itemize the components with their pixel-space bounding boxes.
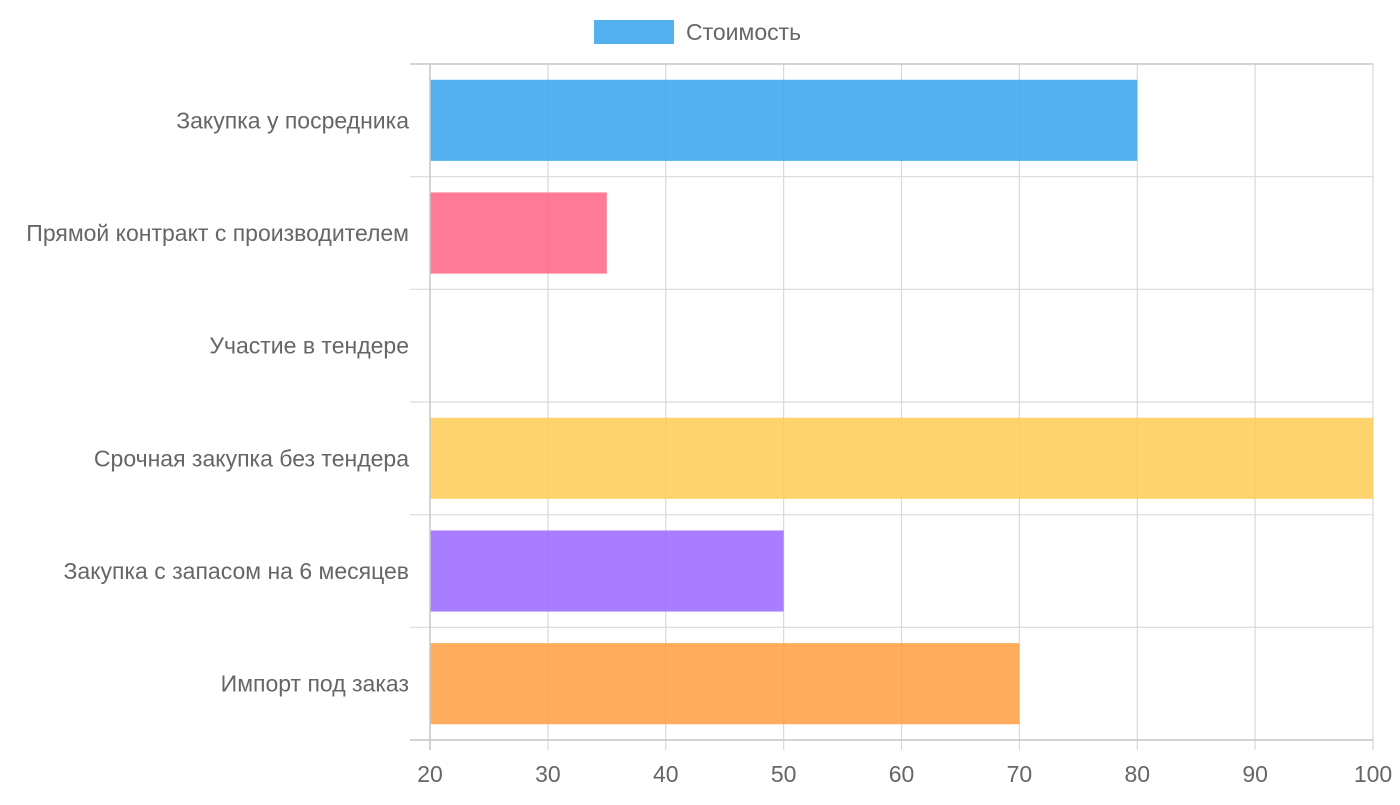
x-tick-label: 20 [417, 761, 443, 787]
category-label: Участие в тендере [209, 333, 409, 359]
bar[interactable] [430, 79, 1138, 161]
bar[interactable] [430, 530, 784, 612]
category-label: Импорт под заказ [221, 671, 409, 697]
x-tick-label: 90 [1242, 761, 1268, 787]
legend: Стоимость [594, 19, 801, 45]
x-tick-label: 50 [771, 761, 797, 787]
grid [410, 63, 1374, 750]
category-labels: Закупка у посредника Прямой контракт с пр… [26, 107, 409, 696]
bar[interactable] [430, 192, 607, 274]
x-tick-labels: 20 30 40 50 60 70 80 90 100 [417, 761, 1392, 787]
x-tick-label: 30 [535, 761, 561, 787]
legend-swatch[interactable] [594, 20, 674, 44]
legend-label[interactable]: Стоимость [686, 19, 801, 45]
bars [430, 79, 1373, 725]
x-tick-label: 70 [1007, 761, 1033, 787]
bar[interactable] [430, 417, 1373, 499]
x-tick-label: 100 [1354, 761, 1392, 787]
category-label: Прямой контракт с производителем [26, 220, 409, 246]
category-label: Срочная закупка без тендера [94, 445, 409, 471]
category-label: Закупка у посредника [176, 107, 409, 133]
x-tick-label: 60 [889, 761, 915, 787]
category-label: Закупка с запасом на 6 месяцев [64, 558, 409, 584]
x-tick-label: 40 [653, 761, 679, 787]
axes [410, 63, 1373, 750]
x-tick-label: 80 [1124, 761, 1150, 787]
bar[interactable] [430, 643, 1020, 725]
